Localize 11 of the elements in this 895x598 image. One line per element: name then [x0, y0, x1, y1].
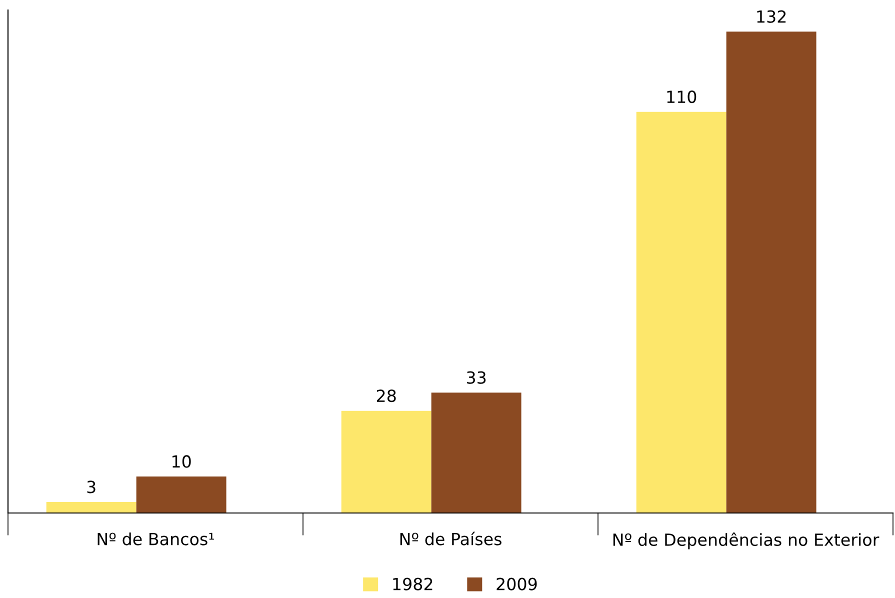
x-tick-label: Nº de Dependências no Exterior [613, 532, 880, 550]
data-label: 132 [757, 10, 786, 23]
data-label: 3 [87, 480, 96, 494]
x-tick-label: Nº de Bancos¹ [98, 532, 214, 546]
legend-label: 1982 [393, 578, 432, 590]
legend-label: 2009 [496, 578, 537, 590]
data-label: 110 [667, 90, 696, 104]
data-label: 28 [376, 390, 396, 402]
data-label: 33 [466, 371, 486, 384]
data-label: 10 [172, 455, 191, 468]
x-tick-label: Nº de Países [400, 532, 502, 546]
